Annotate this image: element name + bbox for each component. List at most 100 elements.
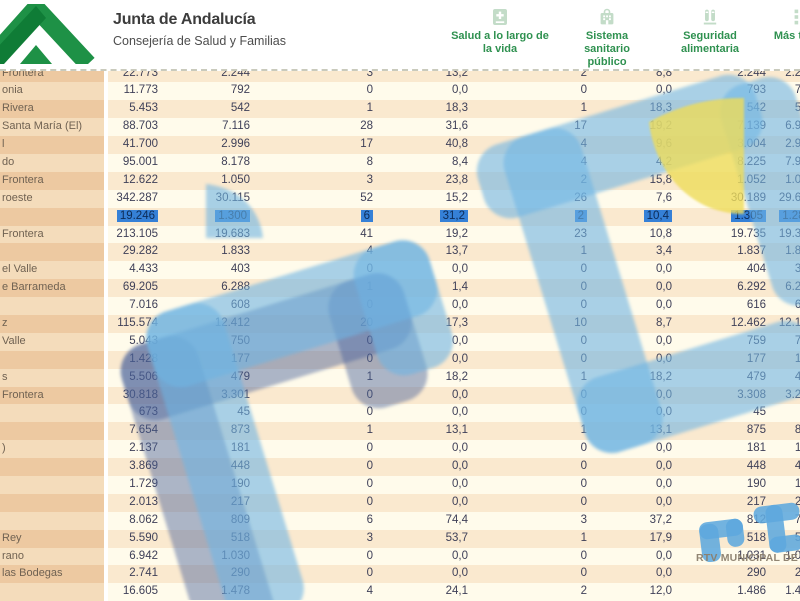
value-cell: 290 [170, 565, 250, 583]
value-cell: 0 [527, 82, 587, 100]
value-cell: 0 [527, 404, 587, 422]
value-cell: 873 [170, 422, 250, 440]
value-cell: 6.288 [170, 279, 250, 297]
value-cell: 1.052 [678, 172, 766, 190]
value-cell: 53,7 [408, 530, 468, 548]
value-cell: 2 [527, 208, 587, 226]
value-cell: 12.176 [754, 315, 800, 333]
value-cell: 1.837 [678, 243, 766, 261]
value-cell: 0 [313, 261, 373, 279]
value-cell: 1 [527, 100, 587, 118]
value-cell: 190 [170, 476, 250, 494]
value-cell: 342.287 [112, 190, 158, 208]
value-cell: 217 [678, 494, 766, 512]
municipality-name [0, 208, 108, 226]
value-cell: 0 [527, 548, 587, 566]
value-cell: 0,0 [612, 565, 672, 583]
municipality-name: rano [0, 548, 108, 566]
value-cell: 23 [527, 226, 587, 244]
value-cell: 0,0 [612, 261, 672, 279]
municipality-name: el Valle [0, 261, 108, 279]
nav-item-health-book[interactable]: Salud a lo largo de la vida [450, 6, 550, 56]
value-cell: 448 [678, 458, 766, 476]
value-cell: 11.773 [112, 82, 158, 100]
value-cell: 10,4 [612, 208, 672, 226]
value-cell: 0,0 [612, 351, 672, 369]
value-cell: 779 [754, 82, 800, 100]
value-cell: 2.996 [170, 136, 250, 154]
municipality-name: z [0, 315, 108, 333]
municipality-name [0, 243, 108, 261]
value-cell: 0,0 [612, 279, 672, 297]
hospital-bag-icon [566, 6, 648, 28]
value-cell: 41.700 [112, 136, 158, 154]
municipality-name: l [0, 136, 108, 154]
value-cell: 1,4 [408, 279, 468, 297]
highlighted-cell: 6 [361, 210, 373, 222]
nav-item-hospital-bag[interactable]: Sistema sanitario público [566, 6, 648, 69]
value-cell: 0,0 [408, 297, 468, 315]
value-cell: 736 [754, 333, 800, 351]
value-cell: 0,0 [612, 82, 672, 100]
value-cell: 13,1 [408, 422, 468, 440]
value-cell: 2.912 [754, 136, 800, 154]
value-cell: 12.412 [170, 315, 250, 333]
value-cell: 285 [754, 565, 800, 583]
value-cell: 3 [527, 512, 587, 530]
value-cell: 213 [754, 494, 800, 512]
value-cell: 18,3 [612, 100, 672, 118]
value-cell: 6 [313, 208, 373, 226]
value-cell: 29.621 [754, 190, 800, 208]
value-cell: 0,0 [408, 494, 468, 512]
nav-item-test-tubes[interactable]: Seguridad alimentaria [662, 6, 758, 56]
highlighted-cell: 1.283 [779, 210, 800, 222]
value-cell: 812 [678, 512, 766, 530]
value-cell: 8.225 [678, 154, 766, 172]
value-cell: 479 [678, 369, 766, 387]
value-cell: 0,0 [612, 404, 672, 422]
value-cell: 6 [313, 512, 373, 530]
highlighted-cell: 19.246 [117, 210, 158, 222]
value-cell: 518 [170, 530, 250, 548]
junta-andalucia-logo[interactable] [0, 4, 98, 64]
value-cell: 30.115 [170, 190, 250, 208]
value-cell: 23,8 [408, 172, 468, 190]
value-cell: 175 [754, 351, 800, 369]
value-cell: 0 [527, 565, 587, 583]
value-cell: 74,4 [408, 512, 468, 530]
value-cell: 0,0 [612, 458, 672, 476]
value-cell: 1.283 [754, 208, 800, 226]
value-cell: 18,2 [408, 369, 468, 387]
value-cell: 28 [313, 118, 373, 136]
value-cell: 792 [170, 82, 250, 100]
value-cell: 0 [527, 387, 587, 405]
site-header: Junta de Andalucía Consejería de Salud y… [0, 0, 800, 71]
value-cell: 542 [170, 100, 250, 118]
value-cell: 0,0 [408, 476, 468, 494]
value-cell: 0 [527, 351, 587, 369]
value-cell: 19.735 [678, 226, 766, 244]
value-cell: 1 [313, 100, 373, 118]
municipality-name: Frontera [0, 172, 108, 190]
value-cell: 17 [527, 118, 587, 136]
value-cell: 1 [313, 279, 373, 297]
value-cell: 608 [170, 297, 250, 315]
value-cell: 13,7 [408, 243, 468, 261]
value-cell: 12,0 [612, 583, 672, 601]
value-cell: 31,2 [408, 208, 468, 226]
value-cell: 37,2 [612, 512, 672, 530]
value-cell: 6.292 [678, 279, 766, 297]
value-cell: 4,2 [612, 154, 672, 172]
